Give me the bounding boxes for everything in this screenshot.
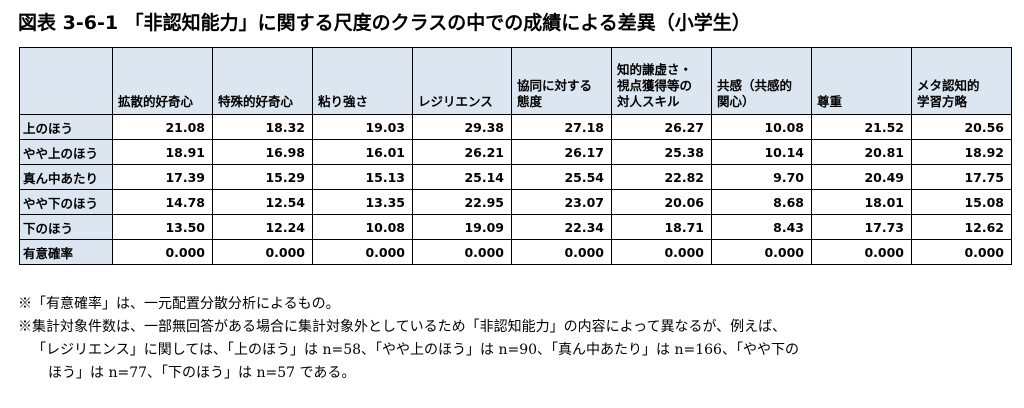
footnote-sample-size-cont-2: ほう」は n=77、「下のほう」は n=57 である。: [48, 365, 356, 381]
column-header-line: 学習方略: [917, 94, 968, 109]
table-cell: 14.78: [112, 189, 213, 215]
table-cell: 21.52: [811, 114, 912, 140]
table-cell: 27.18: [511, 114, 612, 140]
table-cell: 12.24: [212, 214, 313, 240]
table-cell: 12.62: [911, 214, 1012, 240]
table-cell: 18.32: [212, 114, 313, 140]
footnote-sample-size: ※集計対象件数は、一部無回答がある場合に集計対象外としているため「非認知能力」の…: [18, 319, 787, 335]
table-cell: 10.14: [711, 139, 812, 165]
column-header: 共感（共感的 関心）: [711, 47, 812, 115]
table-cell: 15.08: [911, 189, 1012, 215]
table-cell: 16.01: [312, 139, 413, 165]
table-row: 有意確率 0.000 0.000 0.000 0.000 0.000 0.000 0.000 0…: [19, 239, 1012, 265]
column-header: 拡散的好奇心: [112, 47, 213, 115]
table-cell: 20.56: [911, 114, 1012, 140]
column-header-line: 対人スキル: [617, 94, 680, 109]
table-row: やや上のほう 18.91 16.98 16.01 26.21 26.17 25.38 10.1…: [19, 139, 1012, 165]
table-cell: 0.000: [911, 239, 1012, 265]
footnotes: ※「有意確率」は、一元配置分散分析によるもの。 ※集計対象件数は、一部無回答があ…: [18, 293, 1018, 385]
table-cell: 13.35: [312, 189, 413, 215]
column-header-line: 協同に対する: [517, 78, 593, 93]
column-header-line: 態度: [517, 94, 543, 109]
column-header-line: レジリエンス: [418, 94, 493, 109]
column-header-line: 共感（共感的: [717, 78, 793, 93]
table-cell: 18.92: [911, 139, 1012, 165]
footnote-sample-size-cont-1: 「レジリエンス」に関しては、「上のほう」は n=58、「やや上のほう」は n=9…: [32, 342, 799, 358]
table-cell: 17.73: [811, 214, 912, 240]
table-cell: 20.06: [611, 189, 712, 215]
table-row: 下のほう 13.50 12.24 10.08 19.09 22.34 18.71 8.43 17…: [19, 214, 1012, 240]
table-cell: 25.38: [611, 139, 712, 165]
column-header: 特殊的好奇心: [212, 47, 313, 115]
column-header-line: 視点獲得等の: [617, 78, 693, 93]
table-row: 真ん中あたり 17.39 15.29 15.13 25.14 25.54 22.82 9.70…: [19, 164, 1012, 190]
table-cell: 23.07: [511, 189, 612, 215]
table-cell: 8.43: [711, 214, 812, 240]
table-cell: 17.75: [911, 164, 1012, 190]
table-cell: 0.000: [212, 239, 313, 265]
table-cell: 22.82: [611, 164, 712, 190]
column-header-line: 拡散的好奇心: [118, 94, 194, 109]
table-cell: 20.81: [811, 139, 912, 165]
footnote-significance: ※「有意確率」は、一元配置分散分析によるもの。: [18, 296, 340, 312]
table-cell: 22.95: [412, 189, 512, 215]
table-cell: 21.08: [112, 114, 213, 140]
table-cell: 26.17: [511, 139, 612, 165]
table-cell: 26.21: [412, 139, 512, 165]
table-cell: 26.27: [611, 114, 712, 140]
column-header: 粘り強さ: [312, 47, 413, 115]
column-header: 尊重: [811, 47, 912, 115]
column-header: メタ認知的 学習方略: [911, 47, 1012, 115]
row-label: 上のほう: [19, 114, 113, 140]
column-header: レジリエンス: [412, 47, 512, 115]
column-header-line: 知的謙虚さ・: [617, 62, 693, 77]
table-cell: 19.09: [412, 214, 512, 240]
table-row: やや下のほう 14.78 12.54 13.35 22.95 23.07 20.06 8.68…: [19, 189, 1012, 215]
table-corner-cell: [19, 47, 113, 115]
table-cell: 18.91: [112, 139, 213, 165]
column-header-line: 尊重: [817, 94, 843, 109]
column-header: 知的謙虚さ・ 視点獲得等の 対人スキル: [611, 47, 712, 115]
table-cell: 15.13: [312, 164, 413, 190]
table-cell: 18.71: [611, 214, 712, 240]
row-label: 下のほう: [19, 214, 113, 240]
column-header-line: 関心）: [717, 94, 755, 109]
table-cell: 25.54: [511, 164, 612, 190]
table-cell: 13.50: [112, 214, 213, 240]
table-cell: 22.34: [511, 214, 612, 240]
table-cell: 9.70: [711, 164, 812, 190]
table-row: 上のほう 21.08 18.32 19.03 29.38 27.18 26.27 10.08 2…: [19, 114, 1012, 140]
table-cell: 0.000: [412, 239, 512, 265]
table-cell: 10.08: [711, 114, 812, 140]
table-cell: 0.000: [312, 239, 413, 265]
table-cell: 0.000: [811, 239, 912, 265]
table-cell: 20.49: [811, 164, 912, 190]
table-cell: 29.38: [412, 114, 512, 140]
table-cell: 10.08: [312, 214, 413, 240]
table-cell: 19.03: [312, 114, 413, 140]
column-header: 協同に対する 態度: [511, 47, 612, 115]
data-table: 拡散的好奇心 特殊的好奇心 粘り強さ レジリエンス 協同に対する 態度 知的謙虚さ・ 視点獲得…: [19, 47, 1012, 265]
row-label: やや下のほう: [19, 189, 113, 215]
table-cell: 18.01: [811, 189, 912, 215]
column-header-line: メタ認知的: [917, 78, 980, 93]
table-header-row: 拡散的好奇心 特殊的好奇心 粘り強さ レジリエンス 協同に対する 態度 知的謙虚さ・ 視点獲得…: [19, 47, 1012, 115]
table-cell: 8.68: [711, 189, 812, 215]
table-cell: 0.000: [511, 239, 612, 265]
table-cell: 15.29: [212, 164, 313, 190]
column-header-line: 特殊的好奇心: [218, 94, 294, 109]
table-cell: 0.000: [611, 239, 712, 265]
row-label: やや上のほう: [19, 139, 113, 165]
table-cell: 12.54: [212, 189, 313, 215]
table-cell: 17.39: [112, 164, 213, 190]
figure-title: 図表 3-6-1 「非認知能力」に関する尺度のクラスの中での成績による差異（小学…: [18, 12, 751, 34]
row-label: 有意確率: [19, 239, 113, 265]
table-cell: 0.000: [711, 239, 812, 265]
row-label: 真ん中あたり: [19, 164, 113, 190]
column-header-line: 粘り強さ: [318, 94, 369, 109]
table-cell: 16.98: [212, 139, 313, 165]
table-cell: 25.14: [412, 164, 512, 190]
table-cell: 0.000: [112, 239, 213, 265]
